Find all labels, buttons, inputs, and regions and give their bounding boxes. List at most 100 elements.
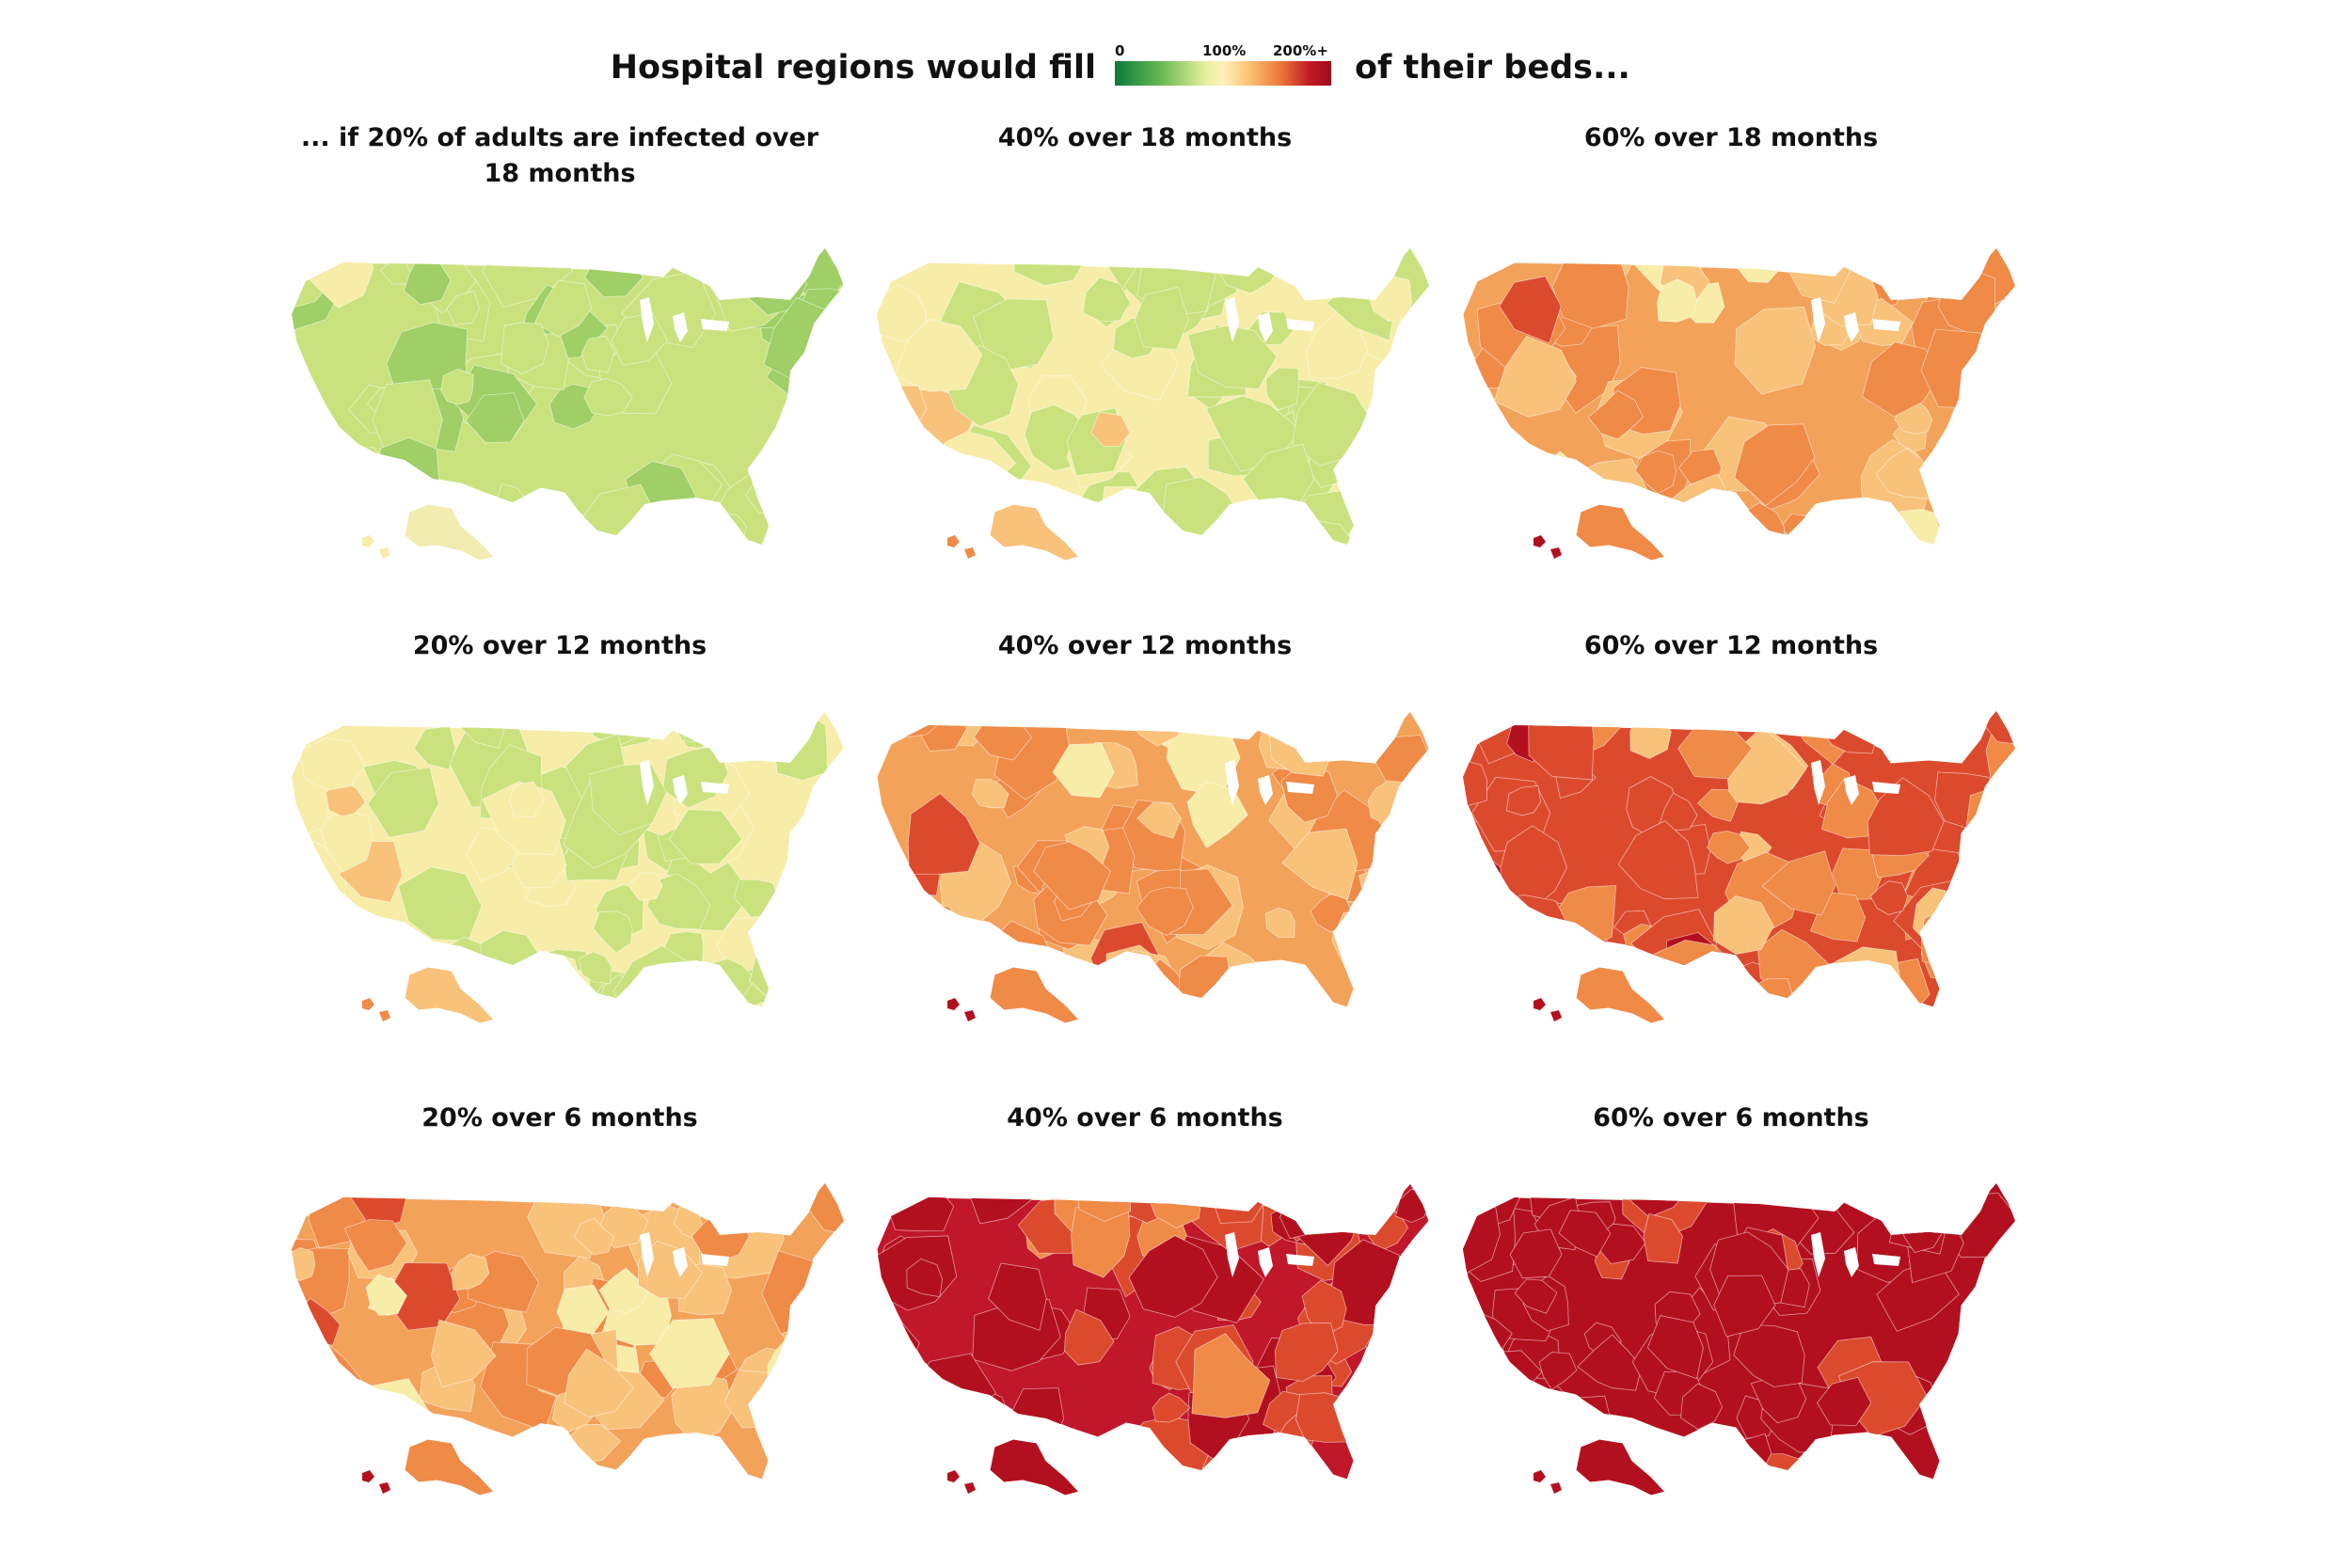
hospital-region bbox=[1734, 306, 1817, 395]
hospital-region bbox=[1646, 1315, 1704, 1380]
hospital-region bbox=[318, 808, 373, 873]
map-panel-title: 20% over 6 months bbox=[421, 1103, 698, 1132]
hospital-region bbox=[508, 781, 546, 818]
hospital-region bbox=[1349, 1420, 1390, 1454]
hospital-region bbox=[813, 1347, 844, 1382]
hospital-region bbox=[1134, 286, 1189, 351]
great-lakes bbox=[1225, 297, 1314, 342]
hospital-region bbox=[1680, 1383, 1724, 1430]
map-panel: 60% over 12 months bbox=[1439, 628, 2023, 1061]
hospital-region bbox=[1306, 1183, 1375, 1231]
hospital-region bbox=[1751, 977, 1794, 1007]
hospital-region bbox=[1152, 1392, 1191, 1423]
hospital-region bbox=[1463, 760, 1488, 807]
hospital-region bbox=[746, 248, 792, 276]
hospital-region bbox=[1792, 977, 1876, 1007]
hospital-region bbox=[1964, 784, 2015, 846]
hospital-region bbox=[682, 711, 724, 742]
hospital-region bbox=[1949, 494, 2015, 545]
hospital-region bbox=[877, 1363, 922, 1426]
hospital-region bbox=[646, 873, 711, 930]
color-legend: 0 100% 200%+ bbox=[1115, 40, 1331, 92]
hospital-region bbox=[1052, 742, 1115, 799]
hospital-region bbox=[798, 505, 844, 545]
map-panel: ... if 20% of adults are infected over 1… bbox=[268, 120, 851, 562]
alaska-regions bbox=[1575, 966, 1666, 1024]
map-panel-title: 60% over 18 months bbox=[1583, 123, 1879, 152]
hospital-region bbox=[446, 290, 480, 325]
alaska-regions bbox=[1575, 1438, 1666, 1497]
hawaii-regions bbox=[362, 535, 390, 559]
hospital-region bbox=[780, 1307, 844, 1365]
hospital-region bbox=[292, 1246, 316, 1281]
hospital-region bbox=[879, 925, 924, 958]
hospital-region bbox=[465, 392, 525, 444]
hospital-region bbox=[1505, 784, 1542, 816]
hospital-region bbox=[1801, 967, 1868, 1007]
hospital-region bbox=[1981, 372, 2015, 412]
hospital-region bbox=[292, 1385, 336, 1449]
hospital-region bbox=[1514, 1278, 1558, 1314]
hospital-region bbox=[1634, 450, 1677, 495]
hospital-region bbox=[1248, 1467, 1289, 1480]
hospital-region bbox=[583, 378, 633, 417]
hospital-region bbox=[1963, 872, 2002, 904]
hospital-region bbox=[578, 951, 612, 985]
great-lakes bbox=[1811, 297, 1900, 342]
hospital-region bbox=[1366, 496, 1408, 542]
hospital-region bbox=[1360, 935, 1421, 996]
hospital-region bbox=[1939, 482, 1984, 525]
hospital-region bbox=[1746, 1453, 1821, 1480]
hospital-region bbox=[1187, 325, 1278, 389]
map-panel: 40% over 18 months bbox=[853, 120, 1437, 562]
map-panel: 20% over 6 months bbox=[268, 1101, 851, 1533]
hospital-region bbox=[451, 1253, 490, 1291]
hospital-region bbox=[1882, 1183, 1942, 1218]
hospital-region bbox=[1617, 820, 1699, 900]
hospital-region bbox=[1295, 1392, 1357, 1443]
hospital-region bbox=[1358, 865, 1428, 914]
hospital-region bbox=[1577, 1334, 1643, 1391]
alaska-regions bbox=[989, 966, 1080, 1024]
hospital-region bbox=[294, 491, 387, 545]
hospital-region bbox=[1671, 513, 1706, 545]
hospital-region bbox=[1265, 367, 1299, 411]
hospital-region bbox=[1464, 936, 1503, 974]
map-panel: 20% over 12 months bbox=[268, 628, 851, 1061]
header-title-before: Hospital regions would fill bbox=[610, 49, 1096, 87]
us-hospital-region-map bbox=[1462, 247, 2016, 562]
hospital-region bbox=[877, 431, 938, 506]
hospital-region bbox=[1817, 1376, 1872, 1426]
hospital-region bbox=[593, 911, 633, 954]
hospital-region bbox=[877, 455, 935, 529]
hospital-region bbox=[1301, 1279, 1347, 1338]
hospital-region bbox=[365, 1274, 407, 1317]
hospital-region bbox=[1862, 341, 1940, 418]
hospital-region bbox=[1191, 1333, 1271, 1418]
us-hospital-region-map bbox=[876, 710, 1430, 1024]
hospital-region bbox=[1713, 895, 1774, 955]
hospital-region bbox=[1392, 1403, 1429, 1467]
hospital-region bbox=[580, 335, 615, 373]
hospital-region bbox=[1867, 777, 1945, 857]
map-panel-title: ... if 20% of adults are infected over 1… bbox=[300, 123, 819, 188]
hospital-region bbox=[367, 767, 439, 838]
great-lakes bbox=[640, 1232, 729, 1277]
map-panel: 60% over 18 months bbox=[1439, 120, 2023, 562]
hospital-region bbox=[1875, 448, 1931, 499]
hawaii-regions bbox=[362, 998, 390, 1022]
hospital-region bbox=[1558, 1210, 1612, 1258]
hospital-region bbox=[1398, 1281, 1429, 1348]
hospital-region bbox=[1707, 831, 1751, 864]
hospital-region bbox=[1090, 411, 1131, 447]
hospital-region bbox=[482, 781, 566, 856]
us-hospital-region-map bbox=[291, 247, 845, 562]
hospital-region bbox=[1920, 910, 1974, 966]
hospital-region bbox=[1128, 1235, 1218, 1318]
hospital-region bbox=[1659, 792, 1698, 832]
hospital-region bbox=[1869, 880, 1909, 915]
hospital-region bbox=[325, 780, 366, 817]
hospital-region bbox=[598, 1267, 651, 1315]
map-panel: 40% over 6 months bbox=[853, 1101, 1437, 1533]
hospital-region bbox=[611, 312, 668, 366]
